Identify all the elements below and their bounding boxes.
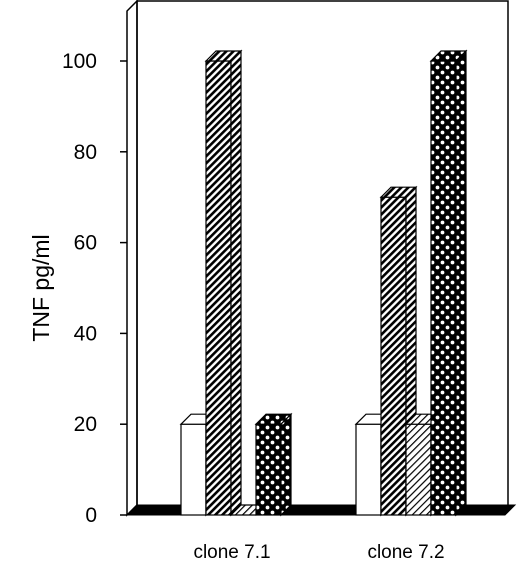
y-tick-label: 0 <box>85 504 97 527</box>
y-tick-label: 20 <box>74 413 97 436</box>
y-tick-label: 100 <box>62 50 97 73</box>
bar-clone-7.1-series-4 <box>254 412 293 517</box>
y-axis: 0 20 40 60 80 100 <box>62 50 127 527</box>
bar-front <box>255 423 282 516</box>
x-category-label: clone 7.1 <box>193 542 270 563</box>
bar-front <box>180 423 207 516</box>
y-tick-label: 60 <box>74 232 97 255</box>
bar-side <box>455 49 467 517</box>
bar-side <box>230 49 242 517</box>
y-axis-title: TNF pg/ml <box>28 234 54 341</box>
bar-front <box>380 196 407 516</box>
bar-front <box>205 60 232 516</box>
bar-front <box>355 423 382 516</box>
back-wall <box>136 0 509 505</box>
bar-clone-7.2-series-4 <box>429 49 468 517</box>
bar-clone-7.1-series-2 <box>204 49 243 517</box>
bar-side <box>280 412 292 517</box>
bar-front <box>430 60 457 516</box>
y-tick-label: 40 <box>74 322 97 345</box>
bars <box>179 49 468 517</box>
y-tick-label: 80 <box>74 141 97 164</box>
side-wall <box>126 0 138 517</box>
bar-front <box>405 423 432 516</box>
x-axis-categories: clone 7.1 clone 7.2 <box>193 542 444 563</box>
x-category-label: clone 7.2 <box>367 542 444 563</box>
